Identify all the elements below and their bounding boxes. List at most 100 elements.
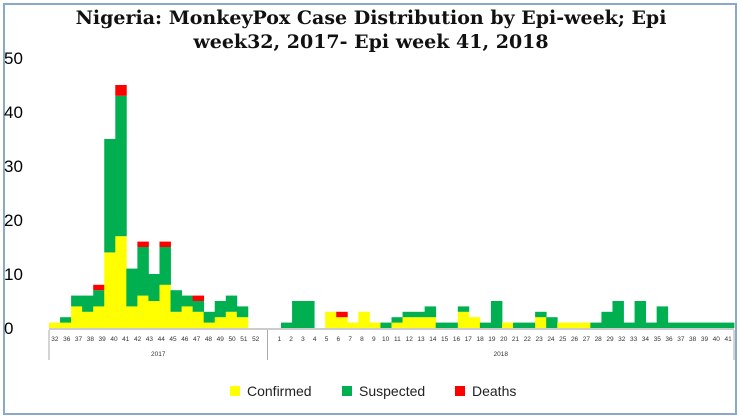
bar-suspected — [159, 247, 171, 285]
x-tick-label: 36 — [63, 336, 71, 343]
bar-confirmed — [126, 306, 138, 328]
bar-suspected — [446, 322, 459, 328]
bar-suspected — [292, 301, 304, 328]
x-tick-label: 37 — [75, 336, 83, 343]
bar-suspected — [524, 322, 536, 328]
x-tick-label: 40 — [110, 336, 118, 343]
bar-suspected — [546, 317, 558, 328]
legend-swatch-suspected — [342, 386, 352, 396]
bar-confirmed — [104, 252, 116, 328]
bar-suspected — [490, 301, 503, 328]
y-tick-label: 20 — [4, 211, 23, 230]
bar-suspected — [281, 322, 293, 328]
bar-suspected — [711, 322, 724, 328]
bar-suspected — [678, 322, 691, 328]
bar-confirmed — [468, 317, 481, 328]
x-tick-label: 14 — [429, 336, 437, 343]
x-tick-label: 8 — [360, 336, 364, 343]
bar-confirmed — [192, 311, 205, 328]
bar-deaths — [159, 241, 171, 247]
x-tick-label: 33 — [630, 336, 638, 343]
bar-suspected — [700, 322, 713, 328]
x-tick-label: 16 — [453, 336, 461, 343]
bar-confirmed — [369, 322, 381, 328]
x-tick-label: 22 — [524, 336, 532, 343]
x-tick-label: 21 — [512, 336, 520, 343]
chart-title: Nigeria: MonkeyPox Case Distribution by … — [0, 6, 742, 54]
x-tick-label: 39 — [99, 336, 107, 343]
x-tick-label: 1 — [277, 336, 281, 343]
bar-suspected — [424, 306, 437, 318]
x-tick-label: 32 — [618, 336, 626, 343]
bar-confirmed — [225, 311, 238, 328]
bar-suspected — [601, 311, 613, 328]
bar-suspected — [634, 301, 647, 328]
x-tick-label: 9 — [372, 336, 376, 343]
bar-suspected — [71, 295, 83, 307]
legend-swatch-deaths — [455, 386, 465, 396]
x-tick-label: 49 — [217, 336, 225, 343]
bar-deaths — [336, 311, 348, 318]
bar-deaths — [115, 85, 127, 96]
x-group-label: 2017 — [151, 351, 166, 358]
bar-suspected — [435, 322, 448, 328]
bar-suspected — [513, 322, 525, 328]
x-tick-label: 26 — [571, 336, 579, 343]
x-tick-label: 51 — [240, 336, 248, 343]
bar-suspected — [170, 290, 182, 312]
bar-confirmed — [82, 311, 94, 328]
bar-suspected — [181, 295, 194, 307]
x-tick-label: 13 — [417, 336, 425, 343]
bar-suspected — [612, 301, 624, 328]
bar-confirmed — [49, 322, 61, 328]
x-tick-label: 50 — [228, 336, 236, 343]
x-tick-label: 11 — [394, 336, 401, 343]
bar-suspected — [236, 306, 249, 318]
bar-confirmed — [391, 322, 403, 328]
bar-deaths — [137, 241, 149, 247]
bar-confirmed — [568, 322, 580, 328]
x-tick-label: 19 — [488, 336, 496, 343]
bar-confirmed — [148, 301, 160, 328]
bar-confirmed — [214, 317, 227, 328]
bar-suspected — [214, 301, 227, 318]
bar-suspected — [391, 317, 403, 323]
bar-suspected — [590, 322, 602, 328]
x-tick-label: 38 — [689, 336, 697, 343]
bar-suspected — [479, 322, 492, 328]
x-tick-label: 48 — [205, 336, 213, 343]
legend-label-confirmed: Confirmed — [247, 383, 312, 399]
bar-suspected — [104, 139, 116, 253]
bar-confirmed — [413, 317, 426, 328]
bar-suspected — [203, 311, 216, 323]
x-tick-label: 45 — [169, 336, 177, 343]
x-tick-label: 27 — [583, 336, 591, 343]
x-tick-label: 41 — [122, 336, 130, 343]
bar-suspected — [645, 322, 658, 328]
chart-title-line-2: week32, 2017- Epi week 41, 2018 — [193, 31, 549, 53]
x-tick-label: 44 — [158, 336, 166, 343]
bar-confirmed — [325, 311, 337, 328]
x-tick-label: 25 — [559, 336, 567, 343]
x-tick-label: 46 — [181, 336, 189, 343]
bar-suspected — [93, 290, 105, 307]
y-tick-label: 0 — [4, 319, 13, 338]
x-tick-label: 2 — [289, 336, 293, 343]
bar-suspected — [148, 274, 160, 301]
bar-suspected — [689, 322, 702, 328]
bar-suspected — [623, 322, 635, 328]
x-tick-label: 18 — [476, 336, 484, 343]
bar-confirmed — [424, 317, 437, 328]
x-tick-label: 40 — [713, 336, 721, 343]
bar-suspected — [225, 295, 238, 312]
x-tick-label: 6 — [337, 336, 341, 343]
x-tick-label: 34 — [642, 336, 650, 343]
x-tick-label: 15 — [441, 336, 449, 343]
bar-confirmed — [236, 317, 249, 328]
bar-deaths — [93, 284, 105, 291]
x-tick-label: 41 — [724, 336, 732, 343]
bar-suspected — [115, 95, 127, 237]
x-tick-label: 10 — [382, 336, 390, 343]
x-tick-label: 42 — [134, 336, 142, 343]
